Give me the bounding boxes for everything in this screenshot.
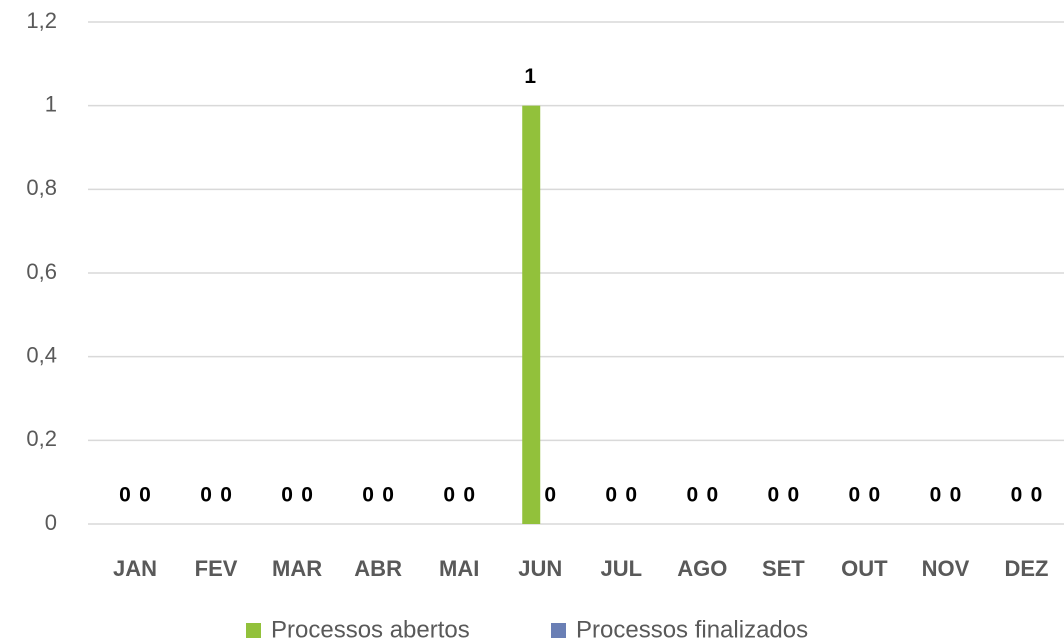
data-label: 0 bbox=[139, 484, 151, 507]
x-tick-label: SET bbox=[762, 556, 805, 581]
y-tick-label: 0,6 bbox=[26, 259, 57, 284]
y-tick-label: 0 bbox=[45, 510, 57, 535]
data-label: 0 bbox=[605, 484, 617, 507]
y-tick-label: 1 bbox=[45, 91, 57, 116]
data-label: 0 bbox=[869, 484, 881, 507]
data-label: 0 bbox=[362, 484, 374, 507]
legend-swatch bbox=[246, 623, 261, 638]
data-label: 0 bbox=[686, 484, 698, 507]
data-label: 0 bbox=[281, 484, 293, 507]
data-label: 0 bbox=[382, 484, 394, 507]
x-tick-label: MAI bbox=[439, 556, 479, 581]
y-tick-label: 0,2 bbox=[26, 426, 57, 451]
x-tick-label: ABR bbox=[354, 556, 402, 581]
x-tick-label: NOV bbox=[922, 556, 970, 581]
data-label: 0 bbox=[849, 484, 861, 507]
x-tick-label: MAR bbox=[272, 556, 322, 581]
y-tick-label: 0,8 bbox=[26, 175, 57, 200]
data-label: 0 bbox=[220, 484, 232, 507]
data-label: 1 bbox=[524, 65, 536, 88]
data-label: 0 bbox=[930, 484, 942, 507]
data-label: 0 bbox=[768, 484, 780, 507]
data-label: 0 bbox=[443, 484, 455, 507]
bar bbox=[522, 105, 541, 525]
data-label: 0 bbox=[950, 484, 962, 507]
data-label: 0 bbox=[301, 484, 313, 507]
legend-label: Processos finalizados bbox=[576, 616, 808, 643]
data-label: 0 bbox=[463, 484, 475, 507]
x-tick-label: JAN bbox=[113, 556, 157, 581]
data-label: 0 bbox=[1031, 484, 1043, 507]
legend-swatch bbox=[551, 623, 566, 638]
x-tick-label: AGO bbox=[677, 556, 727, 581]
data-label: 0 bbox=[119, 484, 131, 507]
y-tick-label: 0,4 bbox=[26, 342, 57, 367]
data-label: 0 bbox=[788, 484, 800, 507]
data-label: 0 bbox=[625, 484, 637, 507]
data-label: 0 bbox=[1011, 484, 1023, 507]
y-tick-label: 1,2 bbox=[26, 8, 57, 33]
x-tick-label: JUN bbox=[518, 556, 562, 581]
data-label: 0 bbox=[200, 484, 212, 507]
x-tick-label: OUT bbox=[841, 556, 888, 581]
x-tick-label: JUL bbox=[600, 556, 642, 581]
legend-label: Processos abertos bbox=[271, 616, 470, 643]
data-label: 0 bbox=[544, 484, 556, 507]
x-tick-label: DEZ bbox=[1004, 556, 1048, 581]
data-label: 0 bbox=[706, 484, 718, 507]
x-tick-label: FEV bbox=[195, 556, 238, 581]
